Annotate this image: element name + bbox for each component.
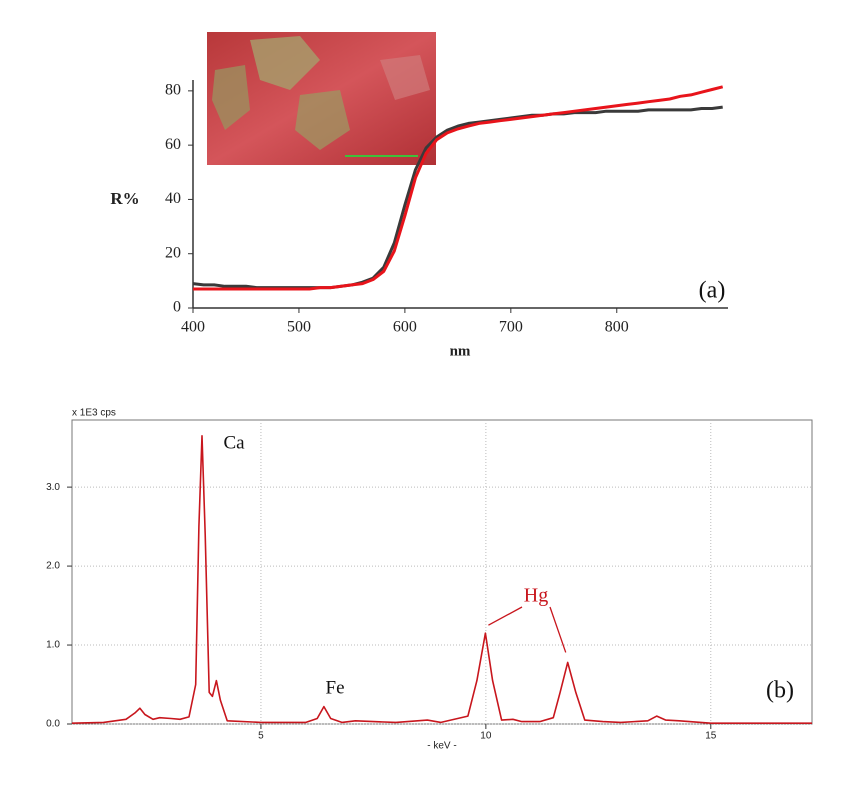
chart-a: 0 20 40 60 80 400 500 600 700 800 R% nm (a) [110,80,728,359]
plot-frame [71,419,813,725]
y-tick-label: 0.0 [46,719,60,730]
y-tick-label: 3.0 [46,482,60,493]
chart-b: 0.0 1.0 2.0 3.0 5 10 15 x 1E3 cps - keV - Ca Fe Hg (… [46,408,813,752]
x-tick-label: 5 [258,731,264,742]
annotation: (b) [766,678,794,704]
y-tick-label: 1.0 [46,640,60,651]
y-tick-label: 0 [173,299,181,316]
x-tick-label: 400 [181,319,205,336]
y-tick-label: 60 [165,136,181,153]
y-tick-label: 80 [165,82,181,99]
y-tick-label: 20 [165,244,181,261]
x-axis-label: - keV - [427,741,456,752]
y-tick-label: 2.0 [46,561,60,572]
x-tick-label: 15 [705,731,717,742]
x-tick-label: 800 [605,319,629,336]
annotation: Fe [326,677,345,698]
annotation: (a) [699,278,726,304]
annotation-leader [549,606,567,653]
y-tick-label: 40 [165,190,181,207]
y-axis-label: R% [110,189,139,208]
x-axis-label: nm [450,343,471,359]
annotation-leader [488,606,523,626]
y-axis-label: x 1E3 cps [72,408,116,419]
series-line [193,85,724,291]
series-line [71,435,812,724]
x-tick-label: 500 [287,319,311,336]
inset-photo [207,32,436,165]
x-tick-label: 700 [499,319,523,336]
annotation: Hg [524,585,548,607]
annotation: Ca [223,432,245,453]
x-tick-label: 10 [480,731,492,742]
x-tick-label: 600 [393,319,417,336]
